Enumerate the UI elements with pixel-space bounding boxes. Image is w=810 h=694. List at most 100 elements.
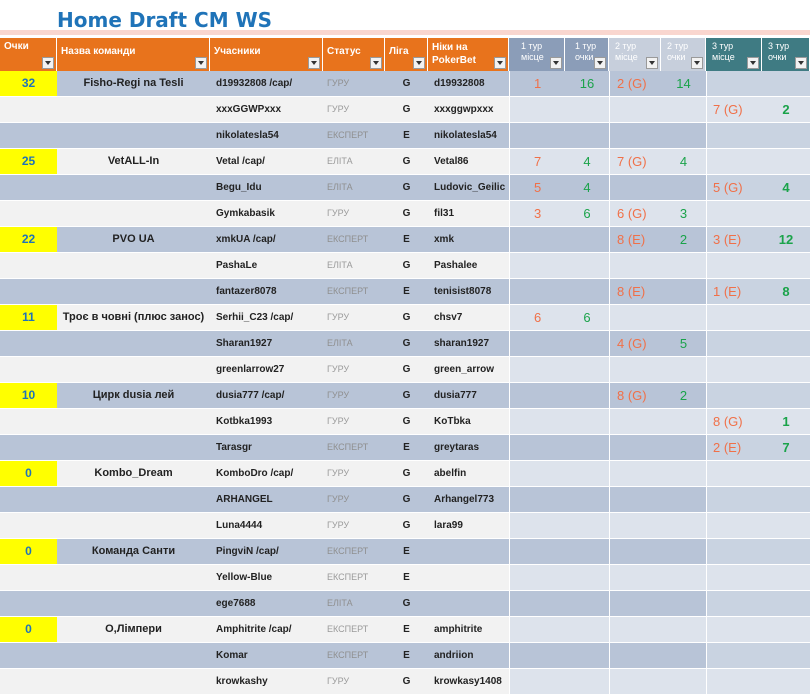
- team-name-cell[interactable]: [57, 357, 210, 382]
- team-name-cell[interactable]: [57, 409, 210, 434]
- round2-place-cell[interactable]: [609, 305, 661, 330]
- round3-place-cell[interactable]: [706, 643, 762, 668]
- round2-place-cell[interactable]: [609, 669, 661, 694]
- round1-points-cell[interactable]: [565, 461, 609, 486]
- header-league[interactable]: Ліга: [385, 38, 428, 71]
- round2-place-cell[interactable]: [609, 123, 661, 148]
- points-cell[interactable]: [0, 201, 57, 226]
- round3-place-cell[interactable]: [706, 357, 762, 382]
- team-name-cell[interactable]: [57, 123, 210, 148]
- round1-place-cell[interactable]: 3: [509, 201, 565, 226]
- round1-place-cell[interactable]: [509, 565, 565, 590]
- header-round2-points[interactable]: 2 тур очки: [661, 38, 706, 71]
- player-cell[interactable]: KomboDro /cap/: [210, 461, 323, 486]
- player-cell[interactable]: ege7688: [210, 591, 323, 616]
- team-name-cell[interactable]: Цирк dusia лей: [57, 383, 210, 408]
- player-cell[interactable]: xxxGGWPxxx: [210, 97, 323, 122]
- status-cell[interactable]: ЕКСПЕРТ: [323, 643, 385, 668]
- points-cell[interactable]: 11: [0, 305, 57, 330]
- player-cell[interactable]: Begu_Idu: [210, 175, 323, 200]
- round2-points-cell[interactable]: [661, 435, 706, 460]
- filter-dropdown-icon[interactable]: [747, 57, 759, 69]
- filter-dropdown-icon[interactable]: [691, 57, 703, 69]
- nick-cell[interactable]: [428, 565, 509, 590]
- nick-cell[interactable]: tenisist8078: [428, 279, 509, 304]
- league-cell[interactable]: G: [385, 383, 428, 408]
- round3-points-cell[interactable]: 12: [762, 227, 810, 252]
- round3-points-cell[interactable]: [762, 539, 810, 564]
- nick-cell[interactable]: lara99: [428, 513, 509, 538]
- round2-place-cell[interactable]: 7 (G): [609, 149, 661, 174]
- team-name-cell[interactable]: Kombo_Dream: [57, 461, 210, 486]
- round2-place-cell[interactable]: [609, 97, 661, 122]
- team-name-cell[interactable]: PVO UA: [57, 227, 210, 252]
- league-cell[interactable]: G: [385, 513, 428, 538]
- points-cell[interactable]: [0, 435, 57, 460]
- round3-points-cell[interactable]: [762, 565, 810, 590]
- round3-points-cell[interactable]: [762, 643, 810, 668]
- round2-points-cell[interactable]: 4: [661, 149, 706, 174]
- nick-cell[interactable]: amphitrite: [428, 617, 509, 642]
- status-cell[interactable]: ЕКСПЕРТ: [323, 123, 385, 148]
- player-cell[interactable]: dusia777 /cap/: [210, 383, 323, 408]
- points-cell[interactable]: 0: [0, 617, 57, 642]
- points-cell[interactable]: [0, 591, 57, 616]
- round1-place-cell[interactable]: [509, 643, 565, 668]
- team-name-cell[interactable]: Троє в човні (плюс занос): [57, 305, 210, 330]
- league-cell[interactable]: E: [385, 227, 428, 252]
- round2-points-cell[interactable]: [661, 279, 706, 304]
- round2-place-cell[interactable]: [609, 487, 661, 512]
- round2-place-cell[interactable]: 4 (G): [609, 331, 661, 356]
- round2-place-cell[interactable]: [609, 643, 661, 668]
- round3-points-cell[interactable]: [762, 253, 810, 278]
- round1-place-cell[interactable]: [509, 279, 565, 304]
- team-name-cell[interactable]: [57, 97, 210, 122]
- round3-points-cell[interactable]: 4: [762, 175, 810, 200]
- player-cell[interactable]: Komar: [210, 643, 323, 668]
- status-cell[interactable]: ГУРУ: [323, 97, 385, 122]
- status-cell[interactable]: ГУРУ: [323, 201, 385, 226]
- round3-points-cell[interactable]: [762, 305, 810, 330]
- round2-place-cell[interactable]: [609, 539, 661, 564]
- round3-place-cell[interactable]: 2 (E): [706, 435, 762, 460]
- player-cell[interactable]: ARHANGEL: [210, 487, 323, 512]
- player-cell[interactable]: Amphitrite /cap/: [210, 617, 323, 642]
- round3-place-cell[interactable]: [706, 617, 762, 642]
- round1-place-cell[interactable]: [509, 357, 565, 382]
- round1-place-cell[interactable]: [509, 461, 565, 486]
- nick-cell[interactable]: xmk: [428, 227, 509, 252]
- player-cell[interactable]: greenlarrow27: [210, 357, 323, 382]
- player-cell[interactable]: fantazer8078: [210, 279, 323, 304]
- round2-place-cell[interactable]: [609, 357, 661, 382]
- team-name-cell[interactable]: [57, 669, 210, 694]
- nick-cell[interactable]: chsv7: [428, 305, 509, 330]
- nick-cell[interactable]: Ludovic_Geilic: [428, 175, 509, 200]
- round3-place-cell[interactable]: 7 (G): [706, 97, 762, 122]
- header-nicks[interactable]: Ніки на PokerBet: [428, 38, 509, 71]
- round1-points-cell[interactable]: 4: [565, 175, 609, 200]
- status-cell[interactable]: ЕКСПЕРТ: [323, 435, 385, 460]
- team-name-cell[interactable]: [57, 435, 210, 460]
- round1-place-cell[interactable]: [509, 383, 565, 408]
- round2-place-cell[interactable]: [609, 513, 661, 538]
- round2-points-cell[interactable]: 2: [661, 383, 706, 408]
- round1-points-cell[interactable]: 6: [565, 305, 609, 330]
- round3-points-cell[interactable]: 1: [762, 409, 810, 434]
- round2-points-cell[interactable]: [661, 357, 706, 382]
- status-cell[interactable]: ЕЛІТА: [323, 149, 385, 174]
- round1-points-cell[interactable]: [565, 591, 609, 616]
- round2-points-cell[interactable]: [661, 513, 706, 538]
- league-cell[interactable]: G: [385, 149, 428, 174]
- round1-points-cell[interactable]: [565, 253, 609, 278]
- team-name-cell[interactable]: [57, 513, 210, 538]
- status-cell[interactable]: ЕКСПЕРТ: [323, 539, 385, 564]
- league-cell[interactable]: E: [385, 643, 428, 668]
- points-cell[interactable]: [0, 565, 57, 590]
- round1-points-cell[interactable]: [565, 227, 609, 252]
- round1-points-cell[interactable]: 6: [565, 201, 609, 226]
- round1-points-cell[interactable]: [565, 357, 609, 382]
- player-cell[interactable]: nikolatesla54: [210, 123, 323, 148]
- round1-points-cell[interactable]: [565, 409, 609, 434]
- round1-place-cell[interactable]: [509, 253, 565, 278]
- round2-place-cell[interactable]: 8 (G): [609, 383, 661, 408]
